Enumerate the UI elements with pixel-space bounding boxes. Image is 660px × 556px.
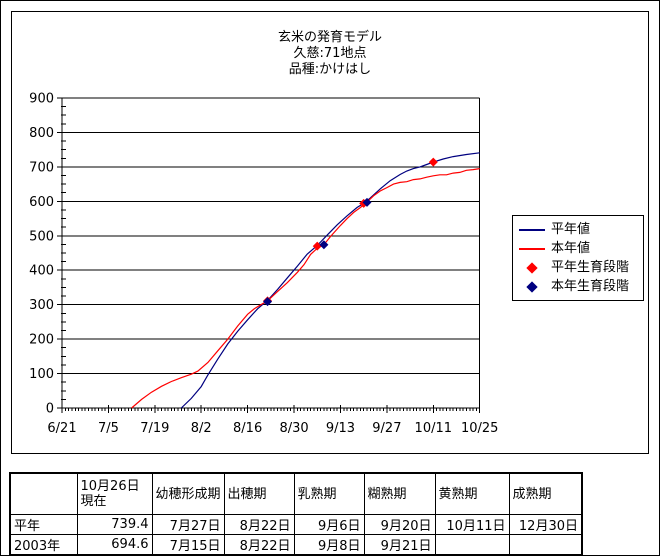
row-label: 平年 xyxy=(9,514,78,535)
chart-area: 0 100 200 300 400 500 600 700 800 900 6/21 7/5 7/19 8… xyxy=(11,11,649,454)
row-label: 2003年 xyxy=(9,534,78,556)
y-tick-label: 200 xyxy=(29,333,54,348)
header-cell-current-date: 10月26日現在 xyxy=(76,472,153,515)
y-tick-label: 700 xyxy=(29,160,54,175)
table-row-normal-year: 平年 739.4 7月27日 8月22日 9月6日 9月20日 10月11日 1… xyxy=(9,514,583,535)
table-cell xyxy=(508,534,583,556)
header-cell-maturity: 成熟期 xyxy=(508,472,583,515)
table-cell: 9月20日 xyxy=(363,514,436,535)
y-tick-label: 600 xyxy=(29,195,54,210)
legend-item: 平年値 xyxy=(513,220,643,239)
legend-label: 平年生育段階 xyxy=(551,259,630,275)
stage-table: 10月26日現在 幼穂形成期 出穂期 乳熟期 糊熟期 黄熟期 成熟期 平年 73… xyxy=(9,472,583,556)
chart-title: 玄米の発育モデル 久慈:71地点 品種:かけはし xyxy=(12,30,648,78)
chart-title-line3: 品種:かけはし xyxy=(288,62,372,77)
y-tick-label: 900 xyxy=(29,92,54,107)
table-cell: 12月30日 xyxy=(508,514,583,535)
series-line-1 xyxy=(131,168,480,409)
table-cell: 8月22日 xyxy=(223,534,295,556)
table-cell: 8月22日 xyxy=(223,514,295,535)
x-tick-label: 6/21 xyxy=(47,421,76,436)
table-row-2003: 2003年 694.6 7月15日 8月22日 9月8日 9月21日 xyxy=(9,534,583,556)
plot: 0 100 200 300 400 500 600 700 800 900 6/21 7/5 7/19 8… xyxy=(29,92,498,437)
legend-label: 平年値 xyxy=(551,221,591,237)
header-cell-heading: 出穂期 xyxy=(223,472,295,515)
y-tick-label: 0 xyxy=(46,402,54,417)
header-cell-panicle-formation: 幼穂形成期 xyxy=(151,472,225,515)
stage-marker-1 xyxy=(263,297,273,307)
x-tick-label: 8/2 xyxy=(191,421,212,436)
normal-year-line-icon xyxy=(517,220,547,239)
stage-marker-0 xyxy=(428,157,438,167)
chart-title-line1: 玄米の発育モデル xyxy=(277,30,382,45)
table-cell: 9月21日 xyxy=(363,534,436,556)
y-tick-label: 400 xyxy=(29,264,54,279)
current-year-line-icon xyxy=(517,239,547,258)
normal-year-stage-diamond-icon xyxy=(517,258,547,277)
header-cell-milk-stage: 乳熟期 xyxy=(293,472,365,515)
y-tick-label: 500 xyxy=(29,229,54,244)
table-cell: 694.6 xyxy=(76,534,153,556)
x-tick-label: 7/5 xyxy=(98,421,119,436)
stage-marker-1 xyxy=(362,197,372,207)
x-tick-label: 10/25 xyxy=(461,421,498,436)
table-cell: 9月6日 xyxy=(293,514,365,535)
x-tick-label: 8/30 xyxy=(279,421,308,436)
x-tick-label: 7/19 xyxy=(140,421,169,436)
current-year-stage-diamond-icon xyxy=(517,277,547,296)
x-tick-label: 8/16 xyxy=(233,421,262,436)
series-line-0 xyxy=(180,152,480,409)
legend: 平年値 本年値 平年生育段階 本年生育段階 xyxy=(512,215,644,301)
legend-item: 本年値 xyxy=(513,239,643,258)
y-tick-label: 300 xyxy=(29,298,54,313)
table-cell: 10月11日 xyxy=(434,514,510,535)
table-cell: 9月8日 xyxy=(293,534,365,556)
stage-table-header-row: 10月26日現在 幼穂形成期 出穂期 乳熟期 糊熟期 黄熟期 成熟期 xyxy=(9,472,583,515)
y-tick-label: 100 xyxy=(29,367,54,382)
table-cell xyxy=(434,534,510,556)
header-cell-yellow-ripe: 黄熟期 xyxy=(434,472,510,515)
header-cell-dough-stage: 糊熟期 xyxy=(363,472,436,515)
x-tick-label: 10/11 xyxy=(415,421,452,436)
header-cell-blank xyxy=(9,472,78,515)
x-tick-label: 9/13 xyxy=(326,421,355,436)
legend-label: 本年生育段階 xyxy=(551,278,630,294)
chart-title-line2: 久慈:71地点 xyxy=(293,46,367,61)
x-tick-label: 9/27 xyxy=(372,421,401,436)
stage-marker-1 xyxy=(319,240,329,250)
legend-item: 本年生育段階 xyxy=(513,277,643,296)
table-cell: 739.4 xyxy=(76,514,153,535)
table-cell: 7月27日 xyxy=(151,514,225,535)
y-tick-label: 800 xyxy=(29,126,54,141)
legend-label: 本年値 xyxy=(551,240,591,256)
stage-marker-0 xyxy=(312,241,322,251)
table-cell: 7月15日 xyxy=(151,534,225,556)
legend-item: 平年生育段階 xyxy=(513,258,643,277)
